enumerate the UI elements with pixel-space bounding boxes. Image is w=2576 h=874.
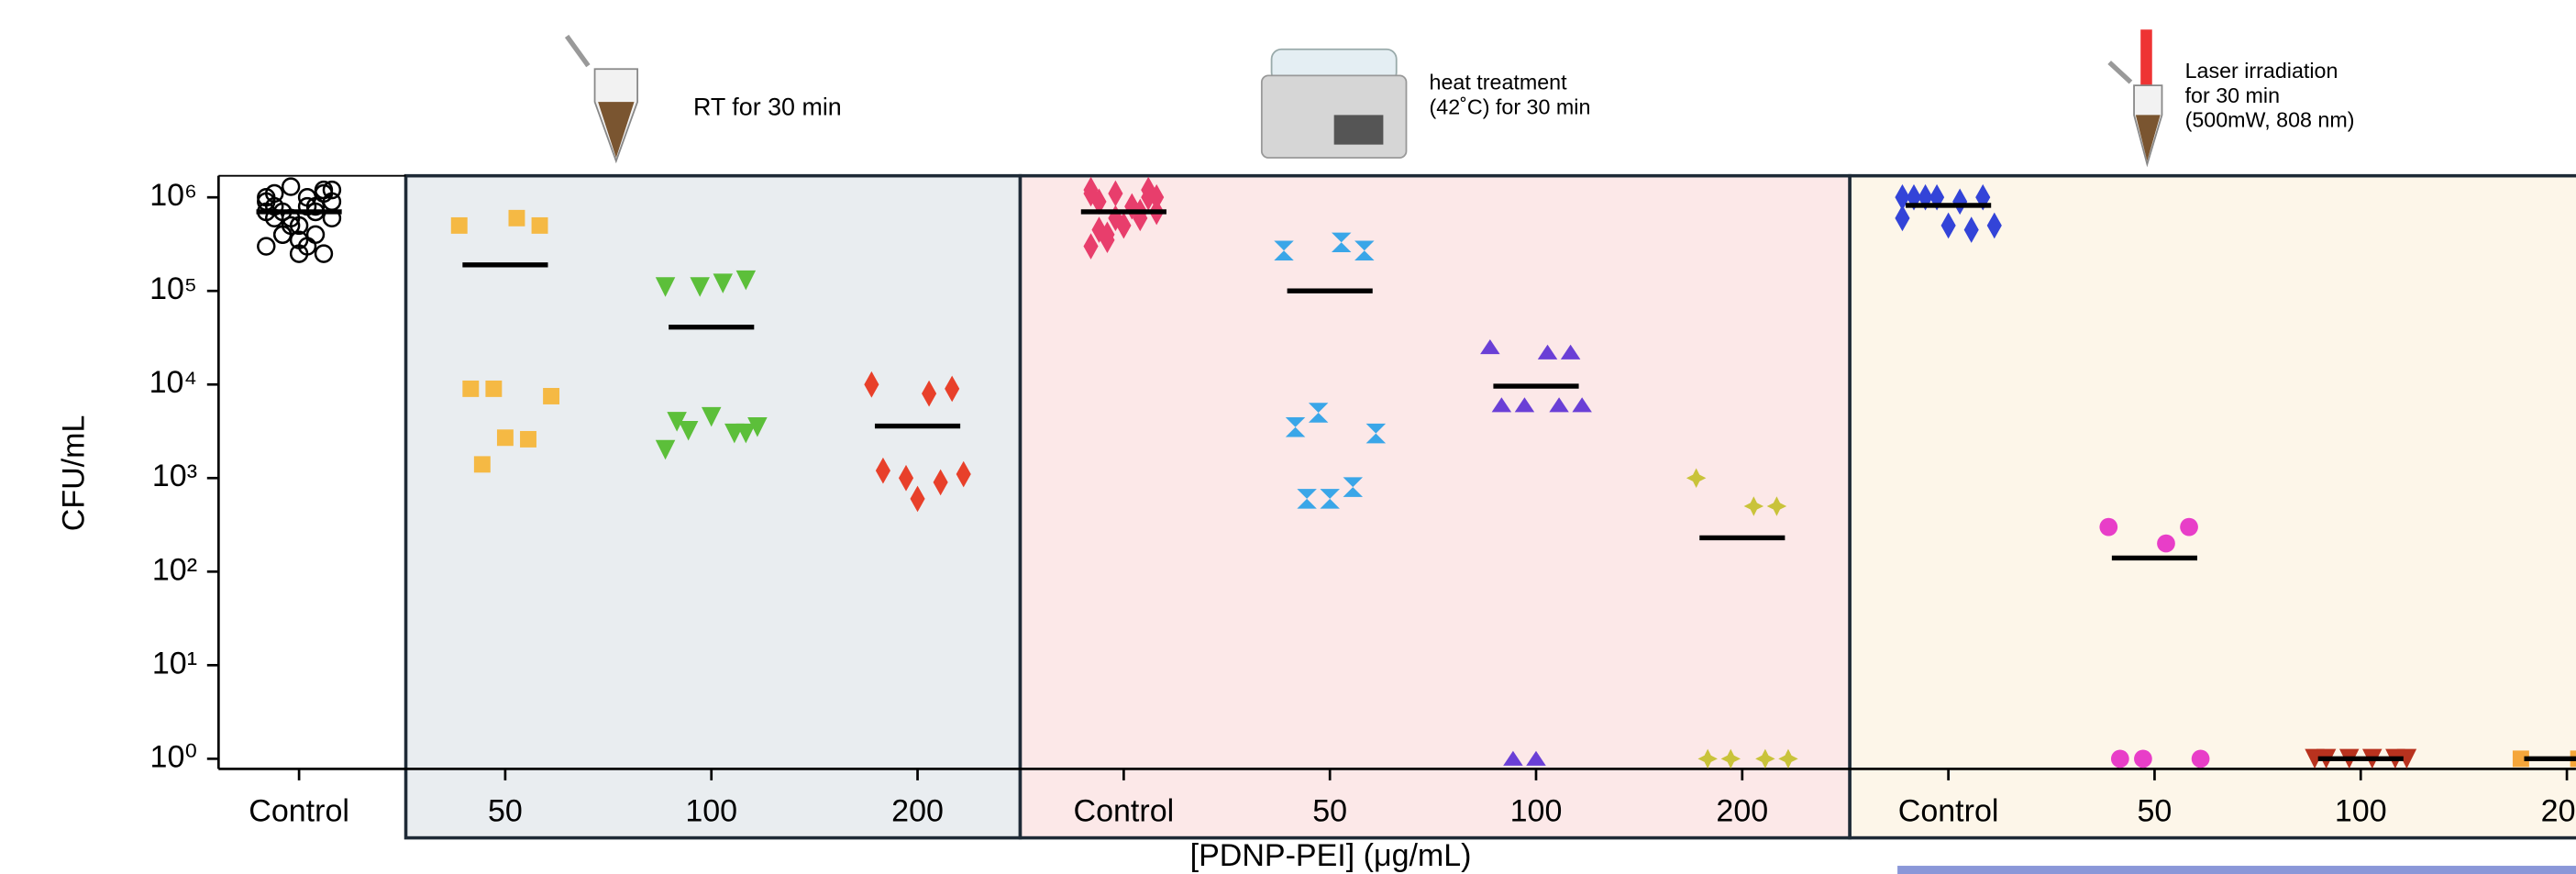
annotation: RT for 30 min <box>693 93 842 120</box>
y-tick-label: 10⁶ <box>149 178 197 213</box>
point <box>532 217 548 234</box>
annotation: Laser irradiation <box>2185 59 2338 83</box>
annotation: for 30 min <box>2185 83 2280 107</box>
point <box>474 456 491 472</box>
point <box>315 246 332 262</box>
point <box>282 179 299 195</box>
bottom-bar <box>1897 866 2576 874</box>
page: {"chart_data": { "type": "dotplot", "y_l… <box>0 0 2576 874</box>
x-tick-label: 50 <box>1312 794 1347 829</box>
point <box>2192 749 2210 768</box>
x-tick-label: Control <box>249 794 349 829</box>
x-tick-label: 100 <box>685 794 737 829</box>
x-tick-label: 200 <box>891 794 944 829</box>
point <box>451 217 468 234</box>
annotation: (500mW, 808 nm) <box>2185 108 2355 132</box>
y-tick-label: 10² <box>152 552 197 587</box>
x-axis-label: [PDNP-PEI] (μg/mL) <box>1190 838 1472 873</box>
point <box>2099 518 2117 537</box>
y-tick-label: 10⁵ <box>149 271 197 306</box>
laser-tube-icon <box>2109 29 2161 164</box>
x-tick-label: 50 <box>488 794 523 829</box>
point <box>307 227 324 243</box>
panel-heat <box>1021 176 1851 838</box>
point <box>497 429 514 446</box>
x-tick-label: 50 <box>2138 794 2172 829</box>
point <box>2180 518 2198 537</box>
chart: CFU/mL [PDNP-PEI] (μg/mL) RT for 30 min h… <box>0 0 2576 874</box>
tube-icon <box>567 36 637 160</box>
y-axis-label: CFU/mL <box>56 415 91 532</box>
y-tick-label: 10³ <box>152 459 197 493</box>
x-tick-label: Control <box>1074 794 1175 829</box>
point <box>543 388 559 404</box>
panel-laser <box>1850 176 2576 838</box>
annotation: (42˚C) for 30 min <box>1430 94 1591 118</box>
point <box>520 431 536 448</box>
y-tick-label: 10¹ <box>152 646 197 680</box>
point <box>2111 749 2129 768</box>
point <box>258 238 274 255</box>
point <box>462 381 479 397</box>
annotation: heat treatment <box>1430 71 1568 94</box>
point <box>509 210 525 227</box>
point <box>485 381 502 397</box>
x-tick-label: 200 <box>1716 794 1768 829</box>
water-bath-icon <box>1262 50 1407 158</box>
x-tick-label: 100 <box>1510 794 1563 829</box>
y-tick-label: 10⁴ <box>149 365 197 400</box>
x-tick-label: 200 <box>2541 794 2576 829</box>
x-tick-label: 100 <box>2335 794 2387 829</box>
x-tick-label: Control <box>1898 794 1999 829</box>
point <box>2134 749 2152 768</box>
panel-rt <box>406 176 1021 838</box>
point <box>2157 535 2175 553</box>
y-tick-label: 10⁰ <box>150 739 197 774</box>
